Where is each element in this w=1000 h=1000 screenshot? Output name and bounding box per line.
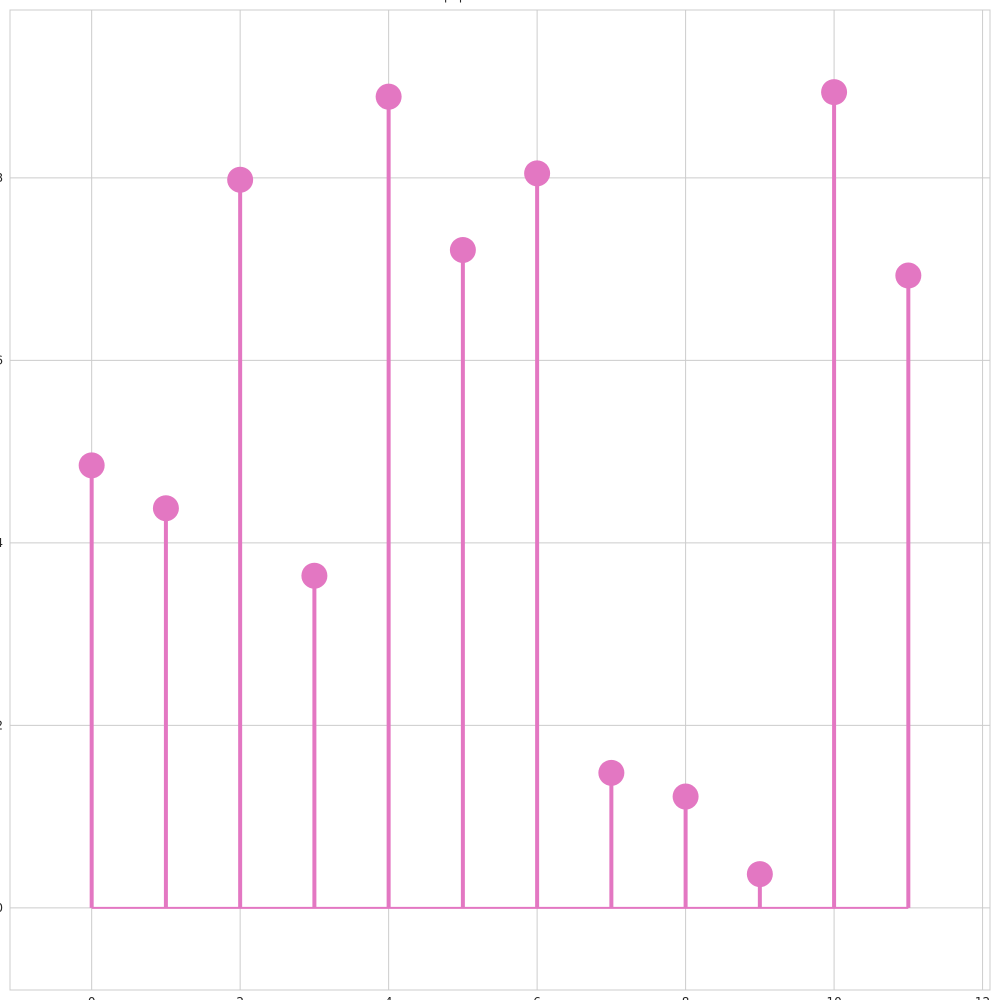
x-tick-label: 2 (236, 995, 244, 1000)
y-tick-label: 0.2 (0, 718, 3, 732)
y-tick-label: 0.6 (0, 353, 3, 367)
marker (895, 262, 922, 289)
x-tick-label: 4 (385, 995, 393, 1000)
x-tick-label: 6 (533, 995, 541, 1000)
y-tick-label: 0.8 (0, 171, 3, 185)
x-tick-label: 10 (826, 995, 841, 1000)
marker (227, 166, 254, 193)
chart-title: Lollipop chart with 12 bars (420, 0, 580, 3)
x-tick-label: 12 (975, 995, 990, 1000)
y-tick-label: 0.4 (0, 536, 3, 550)
marker (598, 759, 625, 786)
marker (746, 861, 773, 888)
marker (375, 83, 402, 110)
marker (449, 236, 476, 263)
x-tick-label: 8 (682, 995, 690, 1000)
marker (152, 495, 179, 522)
marker (524, 160, 551, 187)
marker (672, 783, 699, 810)
marker (821, 79, 848, 106)
x-tick-label: 0 (88, 995, 96, 1000)
y-tick-label: 0 (0, 901, 3, 915)
marker (78, 452, 105, 479)
marker (301, 562, 328, 589)
